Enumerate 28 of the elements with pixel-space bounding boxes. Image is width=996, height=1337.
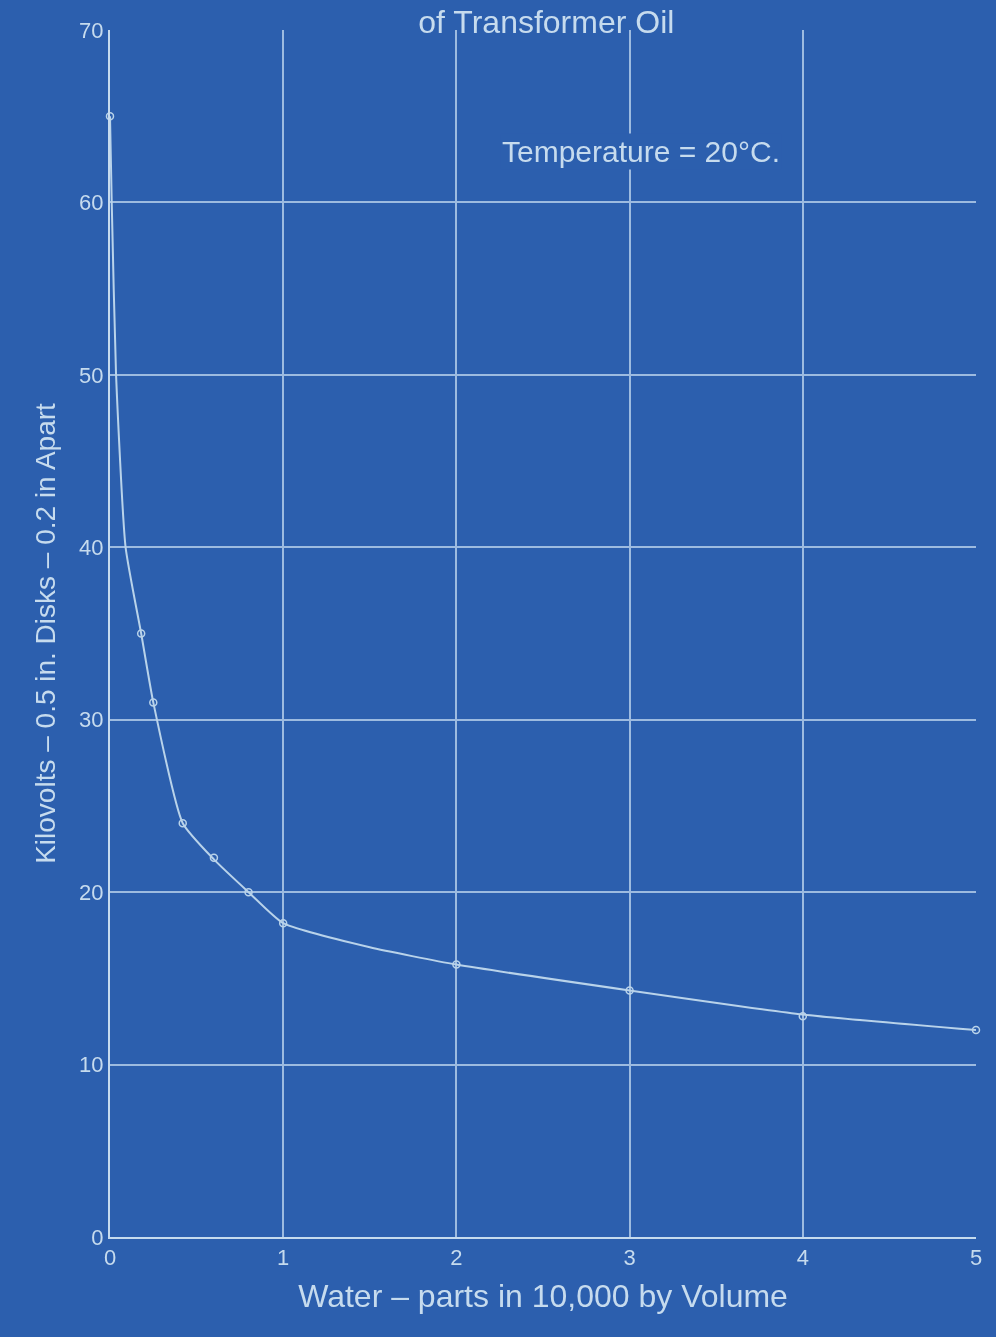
y-tick-label: 20: [79, 879, 104, 905]
text: Temperature = 20°C.: [502, 135, 780, 168]
x-tick-label: 2: [450, 1245, 463, 1271]
point: [105, 111, 115, 121]
y-axis-title: Kilovolts – 0.5 in. Disks – 0.2 in Apart: [30, 402, 62, 864]
point: [625, 986, 634, 995]
point: [149, 698, 158, 707]
point: [798, 1012, 808, 1021]
point: [209, 853, 219, 862]
point: [136, 629, 146, 638]
y-tick-label: 50: [79, 362, 104, 388]
x-tick-label: 3: [623, 1245, 636, 1271]
y-tick-label: 40: [79, 534, 104, 560]
y-tick-label: 10: [79, 1052, 104, 1078]
chart-title: of Transformer Oil: [418, 4, 675, 41]
x-tick-label: 1: [277, 1245, 290, 1271]
x-axis-title: Water – parts in 10,000 by Volume: [298, 1277, 788, 1314]
y-tick-label: 30: [79, 707, 104, 733]
x-tick-label: 5: [969, 1245, 983, 1271]
point: [244, 887, 253, 897]
point: [278, 918, 288, 928]
y-tick-label: 70: [79, 17, 104, 43]
point: [971, 1025, 981, 1035]
y-tick-label: 60: [79, 190, 104, 216]
y-tick-label: 0: [91, 1224, 104, 1250]
point: [452, 960, 461, 969]
point: [178, 818, 187, 828]
x-tick-label: 4: [796, 1245, 809, 1271]
